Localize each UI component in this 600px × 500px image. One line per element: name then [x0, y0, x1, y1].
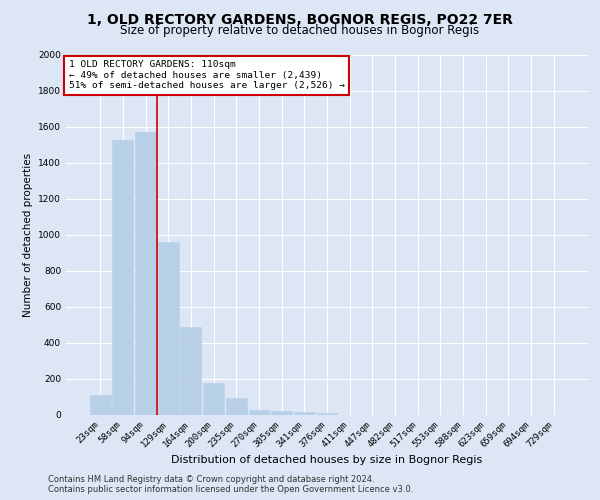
- Y-axis label: Number of detached properties: Number of detached properties: [23, 153, 32, 317]
- Bar: [248, 410, 269, 415]
- Bar: [317, 413, 337, 415]
- Text: Size of property relative to detached houses in Bognor Regis: Size of property relative to detached ho…: [121, 24, 479, 37]
- Text: 1 OLD RECTORY GARDENS: 110sqm
← 49% of detached houses are smaller (2,439)
51% o: 1 OLD RECTORY GARDENS: 110sqm ← 49% of d…: [68, 60, 344, 90]
- Bar: [226, 398, 247, 415]
- Bar: [90, 395, 110, 415]
- Text: Contains public sector information licensed under the Open Government Licence v3: Contains public sector information licen…: [48, 485, 413, 494]
- X-axis label: Distribution of detached houses by size in Bognor Regis: Distribution of detached houses by size …: [172, 454, 482, 464]
- Text: Contains HM Land Registry data © Crown copyright and database right 2024.: Contains HM Land Registry data © Crown c…: [48, 475, 374, 484]
- Bar: [112, 140, 133, 415]
- Bar: [271, 412, 292, 415]
- Bar: [181, 327, 202, 415]
- Bar: [135, 132, 156, 415]
- Bar: [294, 412, 315, 415]
- Bar: [158, 242, 179, 415]
- Bar: [203, 382, 224, 415]
- Text: 1, OLD RECTORY GARDENS, BOGNOR REGIS, PO22 7ER: 1, OLD RECTORY GARDENS, BOGNOR REGIS, PO…: [87, 12, 513, 26]
